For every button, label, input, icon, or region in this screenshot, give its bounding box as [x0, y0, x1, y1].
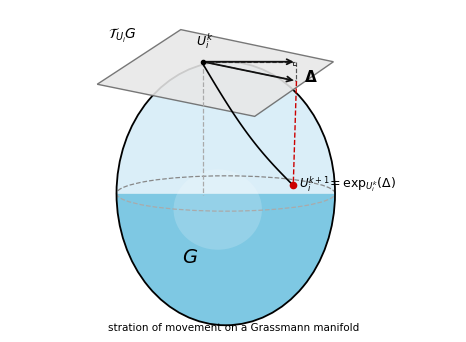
- Text: $\mathcal{T}_{U_i}G$: $\mathcal{T}_{U_i}G$: [109, 27, 137, 45]
- Polygon shape: [116, 62, 335, 194]
- Polygon shape: [116, 194, 335, 325]
- Text: $G$: $G$: [182, 248, 199, 267]
- Text: $U_i^{k+1}$: $U_i^{k+1}$: [299, 175, 329, 194]
- Ellipse shape: [173, 169, 262, 250]
- Text: $\boldsymbol{\Delta}$: $\boldsymbol{\Delta}$: [304, 69, 317, 85]
- Text: $= \mathrm{exp}_{U_i^k}(\Delta)$: $= \mathrm{exp}_{U_i^k}(\Delta)$: [327, 175, 396, 194]
- Polygon shape: [97, 30, 333, 116]
- Text: stration of movement on a Grassmann manifold: stration of movement on a Grassmann mani…: [108, 323, 359, 333]
- Text: $U_i^k$: $U_i^k$: [196, 32, 213, 51]
